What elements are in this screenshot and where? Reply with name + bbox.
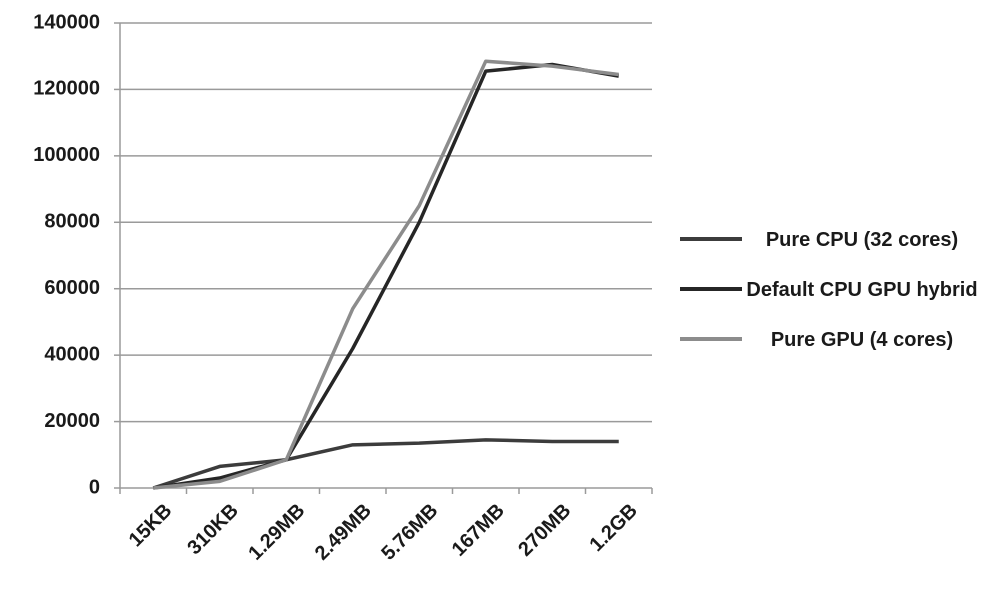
plot: 0 20000 40000 60000 80000 100000 120000 140000 1… [33, 11, 653, 565]
y-tick-label: 60000 [44, 277, 100, 299]
y-tick-label: 20000 [44, 410, 100, 432]
legend-item: Default CPU GPU hybrid [680, 276, 990, 304]
x-tick-label: 2.49MB [311, 500, 376, 565]
y-tick-label: 140000 [33, 11, 100, 33]
legend-swatch [680, 287, 742, 291]
legend-item: Pure GPU (4 cores) [680, 326, 990, 354]
x-tick-label: 1.29MB [244, 500, 309, 565]
legend-label: Pure GPU (4 cores) [770, 329, 954, 351]
legend-item: Pure CPU (32 cores) [680, 226, 990, 254]
legend-swatch [680, 337, 742, 341]
legend-label: Pure CPU (32 cores) [765, 229, 959, 251]
x-tick-label: 5.76MB [377, 500, 442, 565]
y-tick-label: 80000 [44, 211, 100, 233]
x-tick-label: 167MB [448, 500, 509, 561]
y-tick-label: 40000 [44, 343, 100, 365]
y-tick-label: 120000 [33, 78, 100, 100]
legend: Pure CPU (32 cores) Default CPU GPU hybri… [680, 226, 990, 376]
x-tick-label: 270MB [514, 500, 575, 561]
y-tick-label: 0 [89, 476, 100, 498]
x-tick-label: 1.2GB [585, 500, 641, 556]
series-line [152, 62, 620, 490]
series-line [153, 59, 619, 490]
series-line [152, 438, 619, 490]
legend-label: Default CPU GPU hybrid [746, 279, 978, 301]
x-tick-label: 15KB [125, 500, 177, 552]
legend-swatch [680, 237, 742, 241]
x-tick-label: 310KB [183, 500, 243, 560]
y-tick-label: 100000 [33, 144, 100, 166]
